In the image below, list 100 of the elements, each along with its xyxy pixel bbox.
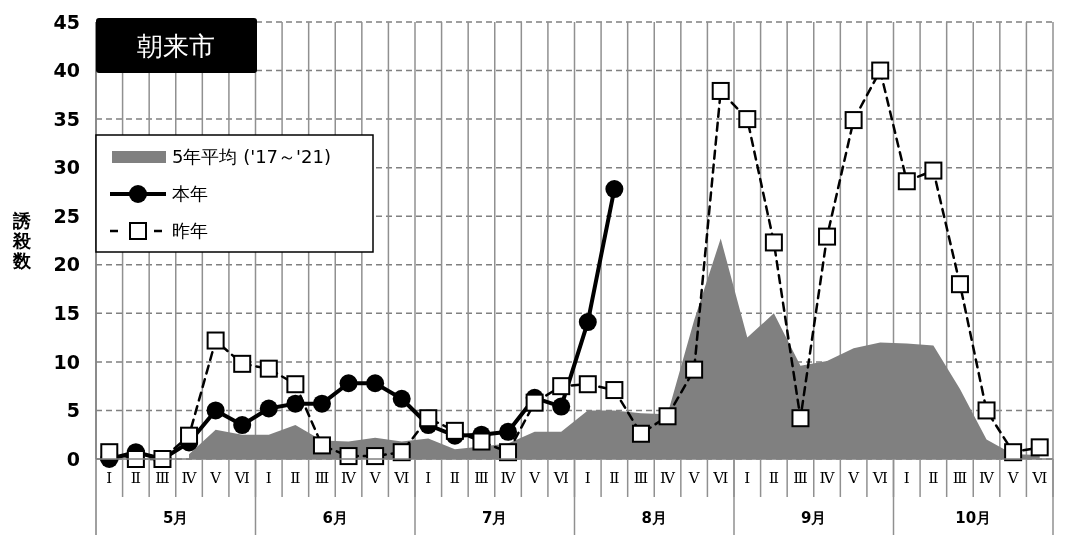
y-tick-label: 10 <box>53 350 80 373</box>
point <box>286 394 305 413</box>
text: 9月 <box>801 509 827 527</box>
x-tick-label: Ⅴ <box>528 469 542 487</box>
point <box>126 450 145 468</box>
x-tick-label: Ⅵ <box>233 469 250 487</box>
x-tick-label: Ⅰ <box>425 469 432 487</box>
y-tick-label: 35 <box>53 107 80 130</box>
point <box>259 359 278 378</box>
x-tick-label: Ⅳ <box>181 469 198 487</box>
x-tick-label: Ⅱ <box>290 469 301 487</box>
y-tick-label: 0 <box>66 447 80 470</box>
x-tick-label: Ⅲ <box>474 469 489 487</box>
x-tick-label: Ⅴ <box>687 469 701 487</box>
point <box>472 432 491 451</box>
point <box>844 111 863 130</box>
x-tick-label: Ⅰ <box>106 469 113 487</box>
point <box>764 233 783 252</box>
legend-label: 本年 <box>172 183 208 205</box>
x-tick-label: Ⅵ <box>712 469 729 487</box>
point <box>233 354 252 373</box>
point <box>445 421 464 440</box>
x-tick-label: Ⅱ <box>449 469 460 487</box>
chart-title: 朝来市 <box>137 31 215 62</box>
x-tick-label: Ⅱ <box>130 469 141 487</box>
y-tick-label: 25 <box>53 204 80 227</box>
x-tick-label: Ⅲ <box>314 469 330 487</box>
point <box>1030 438 1049 457</box>
y-tick-label: 15 <box>53 301 80 324</box>
point <box>1004 443 1023 462</box>
point <box>286 375 305 394</box>
point <box>366 374 385 393</box>
point <box>339 447 358 466</box>
point <box>233 416 252 435</box>
x-tick-label: Ⅳ <box>660 469 677 487</box>
point <box>552 397 571 416</box>
x-tick-label: Ⅰ <box>744 469 751 487</box>
point <box>100 443 119 462</box>
point <box>312 436 331 455</box>
point <box>206 401 225 420</box>
point <box>578 375 597 394</box>
point <box>312 394 331 413</box>
point <box>977 401 996 420</box>
y-axis-title: 誘殺数 <box>12 209 32 271</box>
x-tick-label: Ⅴ <box>1006 469 1020 487</box>
point <box>738 110 757 129</box>
legend-label: 5年平均 ('17～'21) <box>172 146 331 168</box>
x-tick-label: Ⅳ <box>979 469 996 487</box>
point <box>818 227 837 246</box>
point <box>685 360 704 379</box>
x-tick-label: Ⅵ <box>393 469 410 487</box>
point <box>339 374 358 393</box>
y-tick-label: 45 <box>53 10 80 33</box>
point <box>631 424 650 443</box>
point <box>791 409 810 428</box>
x-tick-label: Ⅰ <box>584 469 591 487</box>
y-tick-label: 40 <box>53 59 80 82</box>
point <box>366 447 385 466</box>
legend-label: 昨年 <box>172 220 208 242</box>
x-tick-label: Ⅳ <box>819 469 836 487</box>
point <box>419 409 438 428</box>
point <box>552 377 571 396</box>
point <box>578 313 597 332</box>
point <box>259 399 278 418</box>
x-tick-label: Ⅱ <box>928 469 939 487</box>
text: 7月 <box>482 509 508 527</box>
point <box>206 331 225 350</box>
point <box>392 389 411 408</box>
y-tick-label: 5 <box>66 399 80 422</box>
x-tick-label: Ⅲ <box>793 469 808 487</box>
text: 8月 <box>641 509 667 527</box>
point <box>924 161 943 180</box>
point <box>525 393 544 412</box>
x-tick-label: Ⅲ <box>633 469 649 487</box>
point <box>605 180 624 199</box>
y-tick-label: 20 <box>53 253 80 276</box>
point <box>871 61 890 80</box>
point <box>499 443 518 462</box>
x-tick-label: Ⅱ <box>609 469 620 487</box>
point <box>392 443 411 462</box>
point <box>711 81 730 100</box>
x-tick-label: Ⅵ <box>1031 469 1048 487</box>
x-tick-label: Ⅳ <box>500 469 517 487</box>
text: 10月 <box>955 509 992 527</box>
x-tick-label: Ⅴ <box>847 469 861 487</box>
x-tick-label: Ⅲ <box>952 469 968 487</box>
x-tick-label: Ⅳ <box>341 469 358 487</box>
x-tick-label: Ⅱ <box>768 469 779 487</box>
point <box>658 407 677 426</box>
x-tick-label: Ⅵ <box>552 469 569 487</box>
point <box>605 381 624 400</box>
text: 5月 <box>163 509 189 527</box>
point <box>897 172 916 191</box>
x-tick-label: Ⅰ <box>265 469 272 487</box>
point <box>950 275 969 294</box>
point <box>180 426 199 445</box>
point <box>499 422 518 441</box>
x-tick-label: Ⅲ <box>155 469 170 487</box>
x-tick-label: Ⅵ <box>871 469 888 487</box>
x-tick-label: Ⅴ <box>368 469 382 487</box>
